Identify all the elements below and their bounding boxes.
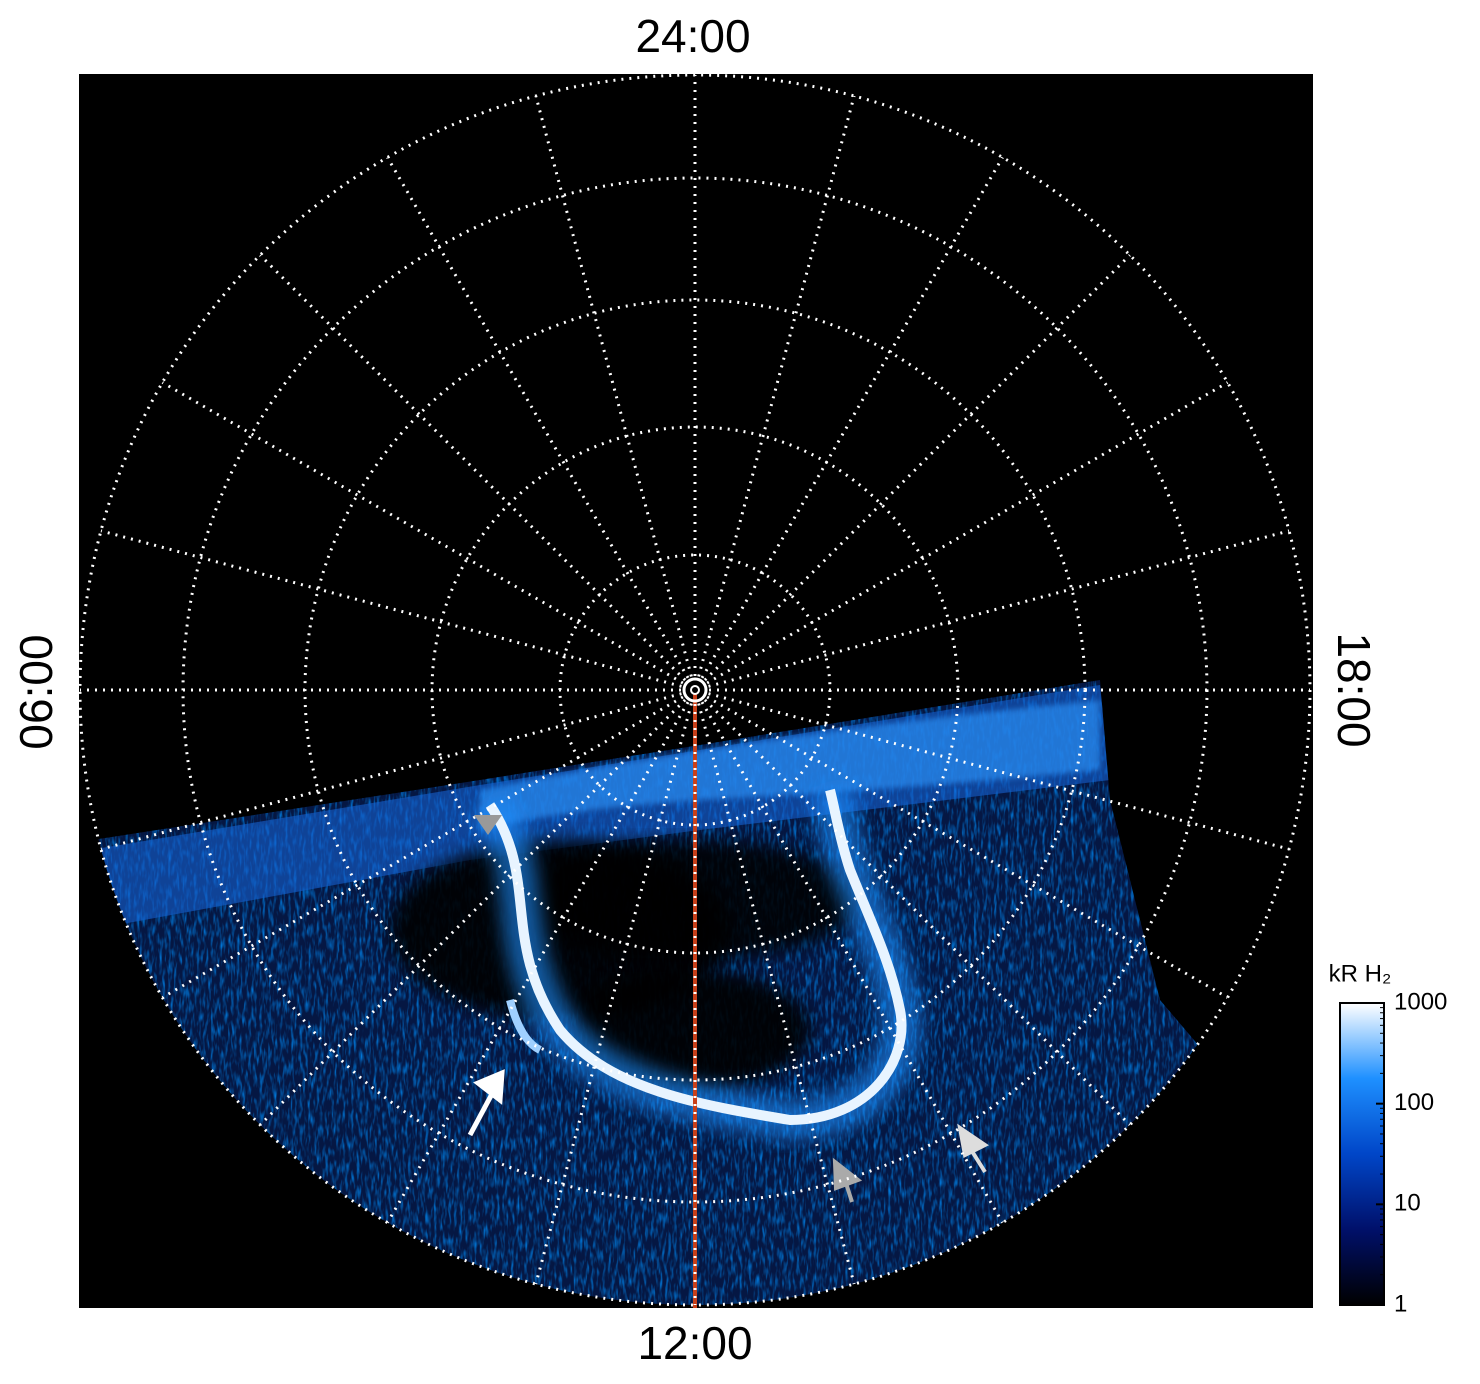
colorbar [1339,1002,1385,1306]
direction-label: 18:00 [1328,632,1380,747]
colorbar-label: kR H₂ [1329,960,1392,987]
pole-marker [682,677,708,703]
colorbar-tick-label: 10 [1394,1190,1421,1217]
colorbar-tick-label: 1000 [1394,988,1447,1015]
colorbar-tick-label: 1 [1394,1290,1407,1317]
colorbar-tick-label: 100 [1394,1089,1434,1116]
direction-label: 24:00 [635,10,750,62]
pole-marker [690,685,700,695]
polar-grid [78,73,1312,1307]
direction-label: 06:00 [10,634,62,749]
direction-label: 12:00 [637,1317,752,1369]
